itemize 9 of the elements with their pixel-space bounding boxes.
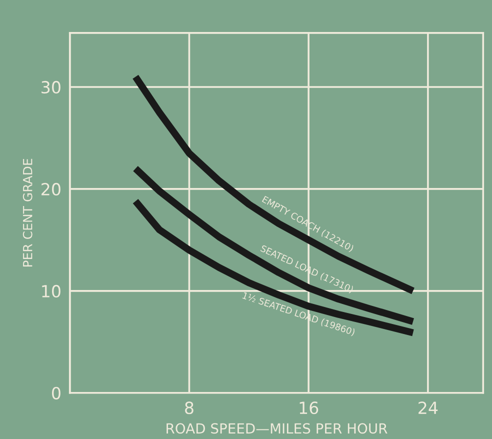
x-axis-title: ROAD SPEED—MILES PER HOUR: [166, 423, 388, 434]
y-tick-label: 20: [42, 182, 60, 196]
x-tick-label: 16: [300, 402, 318, 414]
y-tick-label: 10: [42, 284, 60, 298]
x-tick-label: 24: [418, 402, 438, 414]
y-tick-label: 0: [52, 386, 60, 400]
y-axis-title: PER CENT GRADE: [22, 158, 32, 266]
x-tick-label: 8: [185, 402, 194, 414]
y-tick-label: 30: [42, 80, 60, 94]
